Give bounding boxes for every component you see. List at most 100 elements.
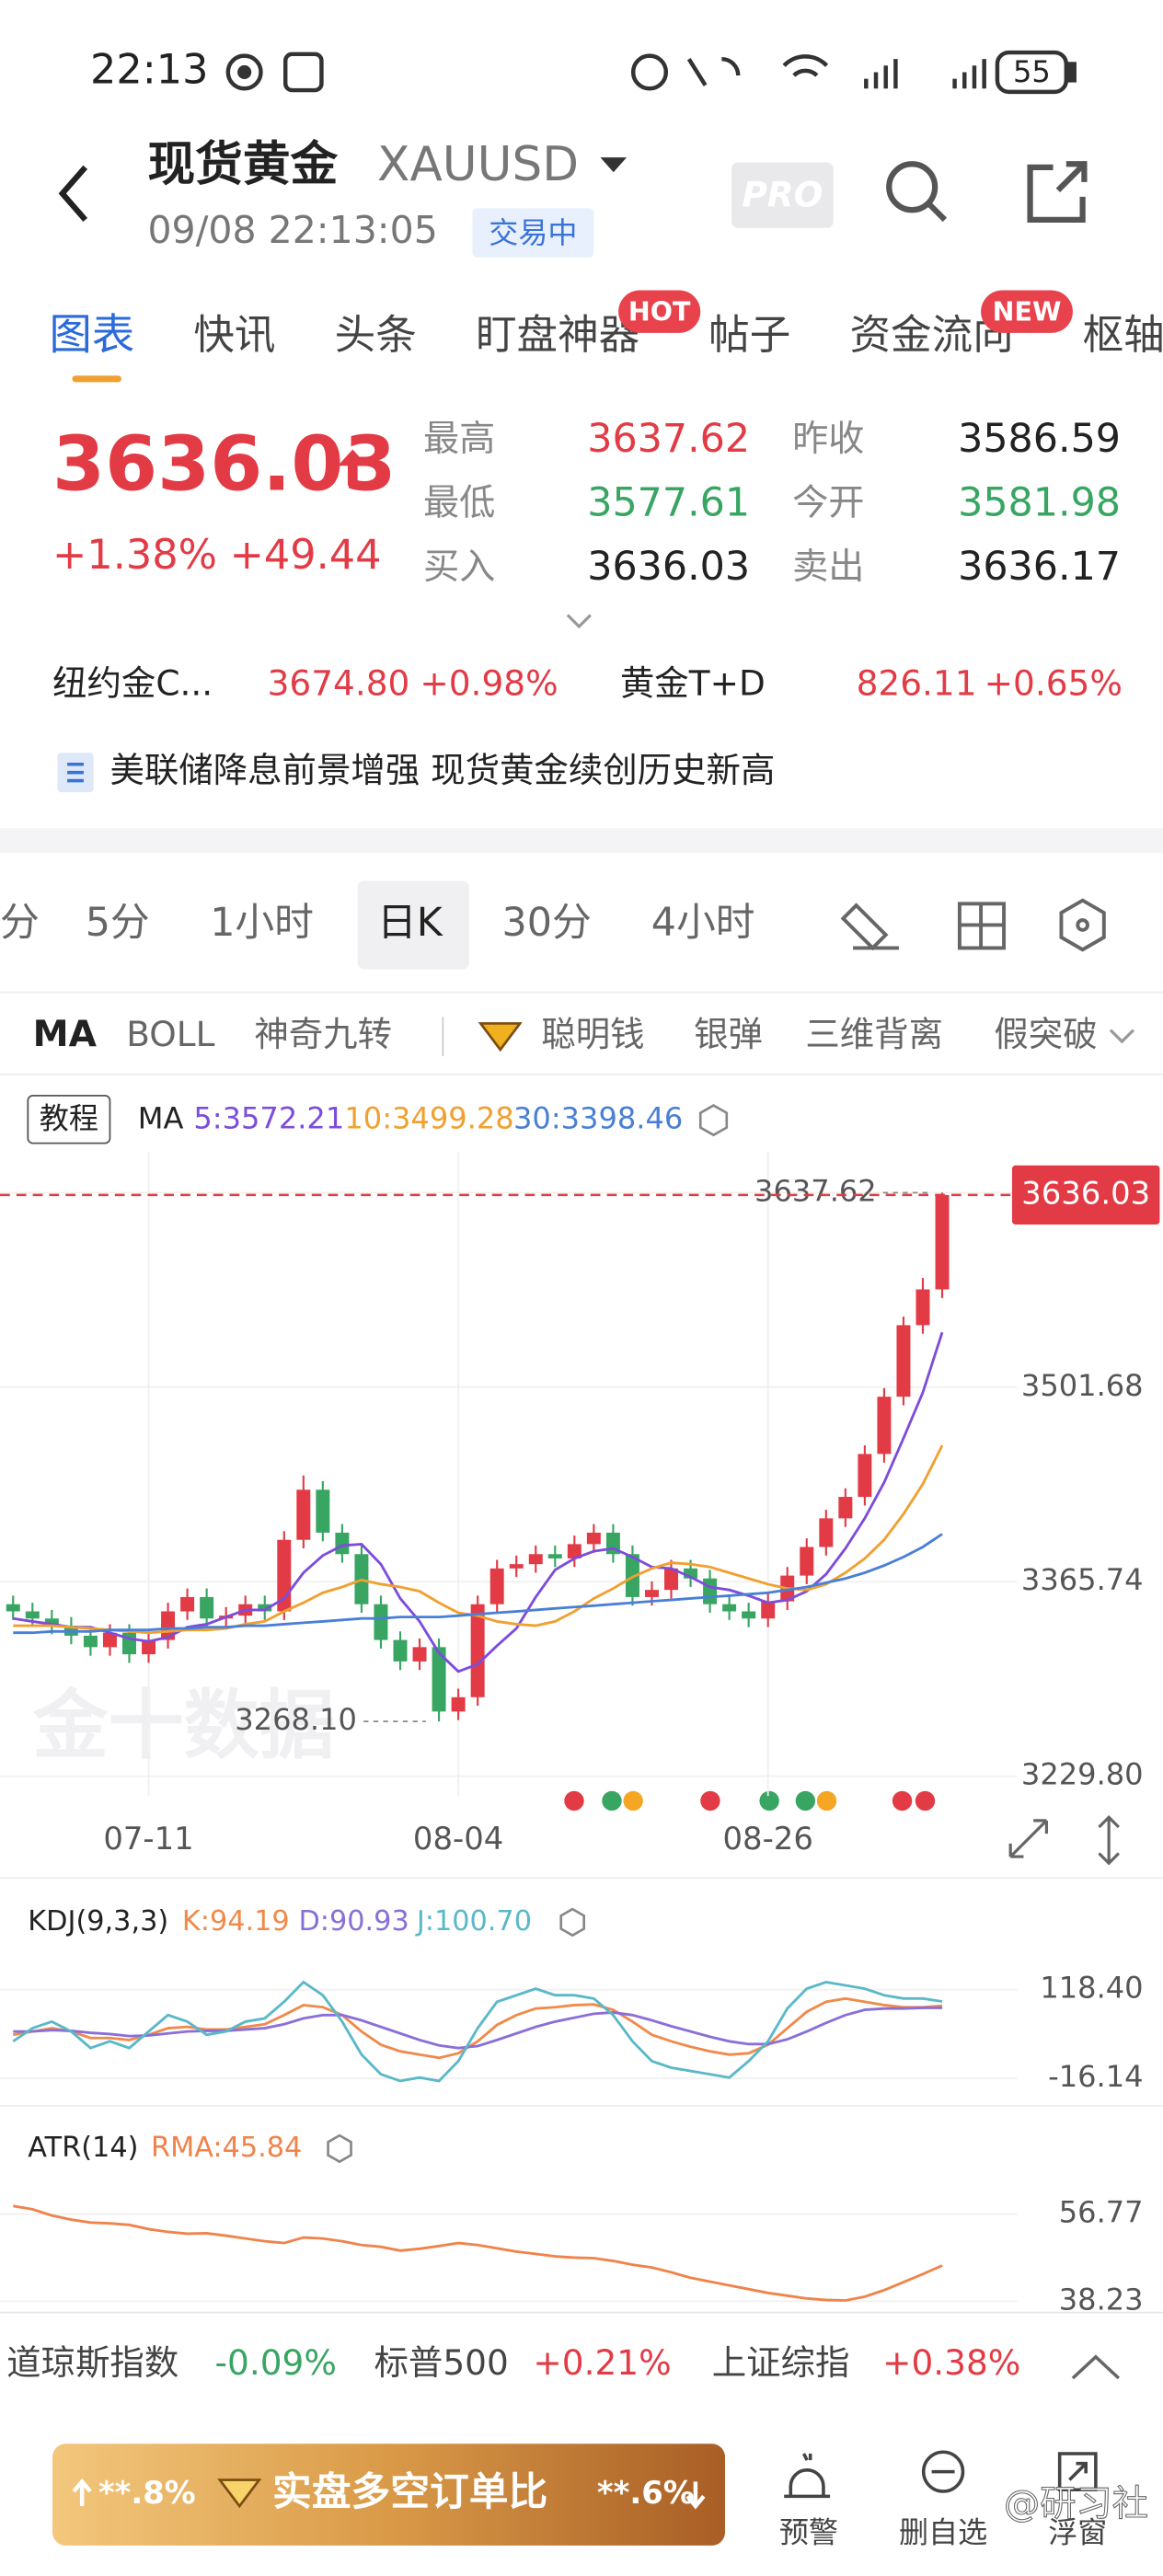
candle-body [935, 1194, 950, 1290]
indicator[interactable]: MA [33, 1014, 98, 1055]
related-name[interactable]: 纽约金C... [52, 663, 213, 704]
legend-entry: K:94.19 [182, 1905, 290, 1938]
legend-settings[interactable] [698, 1104, 729, 1137]
tab[interactable]: 头条 [335, 311, 417, 359]
diamond-icon [478, 1022, 523, 1052]
unwatch-icon[interactable] [921, 2450, 965, 2493]
indicator[interactable]: 假突破 [994, 1014, 1097, 1054]
indicator[interactable]: BOLL [126, 1014, 214, 1054]
order-ratio-label: 实盘多空订单比 [272, 2469, 547, 2515]
tab[interactable]: 图表 [49, 310, 134, 360]
y-tick-label: 3365.74 [1021, 1562, 1144, 1597]
candle-body [102, 1632, 117, 1648]
x-tick-label: 08-26 [723, 1821, 813, 1857]
last-price-box [1011, 1165, 1160, 1225]
alert-icon[interactable] [784, 2453, 831, 2499]
tab[interactable]: 快讯 [193, 311, 275, 359]
tab[interactable]: 盯盘神器 [476, 311, 639, 359]
more-chevron[interactable] [1109, 1029, 1135, 1044]
candle-body [200, 1596, 214, 1619]
legend-settings[interactable] [559, 1907, 586, 1938]
candle-body [684, 1568, 698, 1579]
period-selected [357, 880, 469, 970]
stat-label: 最低 [423, 483, 495, 524]
legend-entry: RMA:45.84 [151, 2132, 302, 2164]
float-icon[interactable] [1057, 2452, 1098, 2492]
tab[interactable]: 帖子 [708, 311, 790, 359]
down-icon [685, 2481, 706, 2510]
ticker-name[interactable]: 上证综指 [712, 2342, 850, 2383]
x-tick-label: 08-04 [413, 1821, 503, 1857]
legend-settings[interactable] [327, 2133, 352, 2164]
series-line [13, 2204, 943, 2302]
candle-body [25, 1611, 40, 1619]
tab[interactable]: 枢轴 [1083, 311, 1163, 359]
battery-level: 55 [1013, 54, 1051, 89]
candle-body [838, 1497, 853, 1519]
credit: @研习社 [1004, 2484, 1148, 2525]
indicator[interactable]: 银弹 [694, 1014, 763, 1054]
legend-entry: D:90.93 [298, 1905, 409, 1938]
stat-value: 3636.17 [958, 544, 1121, 590]
action-label[interactable]: 浮窗 [1048, 2514, 1107, 2549]
new-badge [981, 290, 1073, 333]
separator [0, 828, 1163, 854]
period[interactable]: 4小时 [651, 900, 755, 946]
legend-entry: 5:3572.21 [193, 1101, 344, 1136]
ticker-pct: +0.21% [533, 2342, 671, 2383]
status-icons [225, 50, 1077, 95]
expand-chevron[interactable] [566, 614, 592, 629]
back-button[interactable] [58, 165, 88, 222]
layout-tool[interactable] [957, 902, 1007, 950]
search-button[interactable] [886, 161, 948, 223]
settings-tool[interactable] [1059, 898, 1106, 952]
share-button[interactable] [1027, 161, 1088, 224]
tutorial-button[interactable] [27, 1094, 111, 1144]
charts: 07-11 08-04 08-26 3229.80 3365.74 3501.68 3637… [0, 1151, 1160, 2317]
up-icon [72, 2478, 92, 2507]
related-price: 3674.80 [268, 663, 410, 704]
stat-label: 今开 [792, 483, 864, 524]
period[interactable]: 日K [377, 900, 443, 946]
action-label[interactable]: 预警 [779, 2514, 838, 2549]
period[interactable]: 30分 [502, 900, 592, 946]
scale-button[interactable] [1098, 1815, 1120, 1866]
candle-body [432, 1647, 446, 1712]
symbol-dropdown[interactable] [600, 157, 628, 173]
order-ratio-button[interactable] [52, 2444, 725, 2546]
stat-value: 3577.61 [587, 480, 750, 526]
change: +49.44 [230, 531, 382, 579]
watermark: 金十数据 [32, 1682, 335, 1769]
legend-entry: J:100.70 [415, 1905, 532, 1938]
period[interactable]: 分 [0, 900, 40, 946]
stat-value: 3581.98 [958, 480, 1121, 526]
candle-body [586, 1532, 601, 1545]
related-name[interactable]: 黄金T+D [620, 663, 766, 704]
indicator[interactable]: 聪明钱 [541, 1014, 644, 1054]
news-headline[interactable]: 美联储降息前景增强 现货黄金续创历史新高 [109, 750, 775, 790]
legend-entry: 30:3398.46 [513, 1101, 683, 1136]
change-pct: +1.38% [52, 531, 217, 579]
stat-label: 卖出 [792, 546, 864, 588]
ticker-pct: +0.38% [882, 2342, 1020, 2383]
draw-tool[interactable] [840, 903, 899, 951]
symbol[interactable]: XAUUSD [377, 137, 579, 192]
ticker-name[interactable]: 道琼斯指数 [6, 2342, 178, 2383]
period[interactable]: 5分 [86, 900, 150, 946]
pro-badge[interactable] [731, 162, 834, 228]
candle-body [142, 1639, 156, 1655]
ticker-name[interactable]: 标普500 [374, 2342, 508, 2383]
candle-body [761, 1601, 776, 1619]
period[interactable]: 1小时 [210, 900, 314, 946]
indicator[interactable]: 三维背离 [805, 1014, 943, 1054]
indicator[interactable]: 神奇九转 [254, 1014, 392, 1054]
candle-body [374, 1604, 388, 1640]
candle-body [547, 1554, 562, 1558]
candle-body [335, 1532, 350, 1555]
fullscreen-button[interactable] [1008, 1819, 1049, 1858]
action-label[interactable]: 删自选 [899, 2514, 987, 2549]
collapse-button[interactable] [1071, 2354, 1121, 2380]
candle-body [83, 1635, 98, 1648]
last-price: 3636.03 [52, 420, 396, 508]
hot-text: HOT [628, 297, 691, 328]
